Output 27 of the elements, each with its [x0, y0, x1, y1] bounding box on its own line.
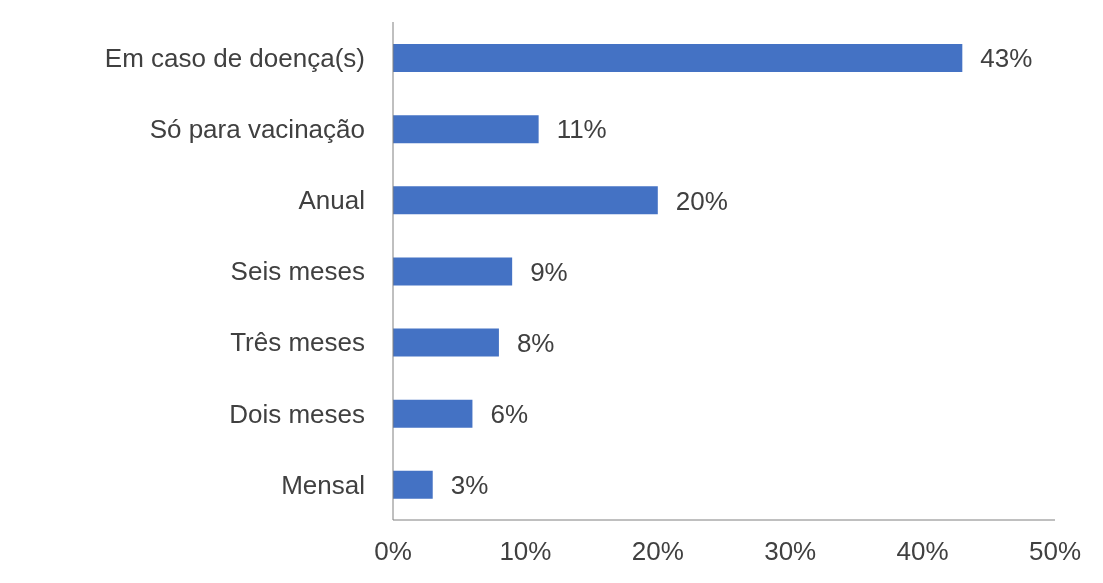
- bar: [393, 115, 539, 144]
- data-label: 20%: [675, 185, 728, 216]
- y-tick-label: Três meses: [230, 327, 365, 358]
- x-tick-label: 0%: [374, 536, 412, 567]
- bar: [393, 186, 658, 215]
- y-tick-label: Anual: [298, 185, 365, 216]
- x-tick-label: 20%: [631, 536, 684, 567]
- y-tick-label: Só para vacinação: [149, 113, 365, 144]
- data-label: 6%: [490, 398, 529, 429]
- bar: [393, 44, 963, 72]
- x-tick-label: 50%: [1028, 536, 1082, 567]
- data-label: 43%: [980, 43, 1033, 74]
- bar: [393, 328, 499, 357]
- data-label: 11%: [556, 114, 607, 145]
- x-tick-label: 30%: [764, 536, 817, 567]
- x-tick-label: 10%: [499, 536, 552, 567]
- bar: [393, 399, 473, 428]
- data-label: 3%: [450, 470, 489, 501]
- y-tick-label: Dois meses: [229, 398, 365, 429]
- data-label: 9%: [530, 256, 568, 287]
- y-tick-label: Seis meses: [230, 256, 365, 287]
- bar: [393, 470, 433, 499]
- bar: [393, 257, 513, 286]
- x-tick-label: 40%: [896, 536, 949, 567]
- y-tick-label: Em caso de doença(s): [104, 42, 365, 73]
- y-tick-label: Mensal: [281, 469, 365, 500]
- data-label: 8%: [516, 327, 555, 358]
